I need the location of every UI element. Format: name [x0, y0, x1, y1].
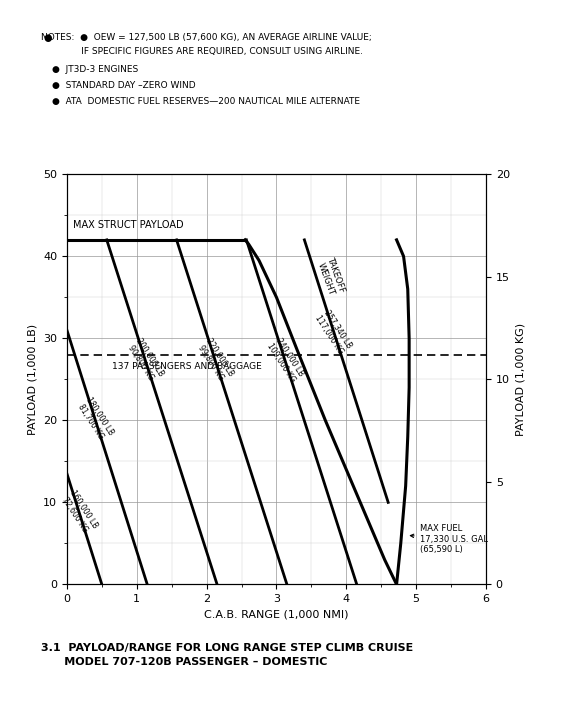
- Y-axis label: PAYLOAD (1,000 LB): PAYLOAD (1,000 LB): [27, 324, 37, 435]
- Text: ●: ●: [44, 33, 52, 43]
- Text: MAX STRUCT PAYLOAD: MAX STRUCT PAYLOAD: [73, 219, 183, 229]
- Text: MODEL 707-120B PASSENGER – DOMESTIC: MODEL 707-120B PASSENGER – DOMESTIC: [41, 657, 327, 667]
- Text: MAX FUEL
17,330 U.S. GAL
(65,590 L): MAX FUEL 17,330 U.S. GAL (65,590 L): [410, 524, 488, 554]
- Text: 257,340 LB
117,000 KG: 257,340 LB 117,000 KG: [314, 308, 354, 356]
- Text: 200,000 LB
90,800 KG: 200,000 LB 90,800 KG: [126, 337, 165, 384]
- Text: ●  ATA  DOMESTIC FUEL RESERVES—200 NAUTICAL MILE ALTERNATE: ● ATA DOMESTIC FUEL RESERVES—200 NAUTICA…: [52, 97, 360, 106]
- Text: TAKEOFF
WEIGHT: TAKEOFF WEIGHT: [315, 256, 346, 298]
- Text: 240,000 LB
109,000 KG: 240,000 LB 109,000 KG: [265, 336, 306, 385]
- Text: IF SPECIFIC FIGURES ARE REQUIRED, CONSULT USING AIRLINE.: IF SPECIFIC FIGURES ARE REQUIRED, CONSUL…: [41, 47, 363, 56]
- Text: 137 PASSENGERS AND BAGGAGE: 137 PASSENGERS AND BAGGAGE: [112, 362, 262, 372]
- Text: NOTES:  ●  OEW = 127,500 LB (57,600 KG), AN AVERAGE AIRLINE VALUE;: NOTES: ● OEW = 127,500 LB (57,600 KG), A…: [41, 33, 371, 41]
- Text: 220,000 LB
99,800 KG: 220,000 LB 99,800 KG: [196, 337, 235, 384]
- Text: 160,000 LB
72,600 KG: 160,000 LB 72,600 KG: [59, 489, 99, 536]
- X-axis label: C.A.B. RANGE (1,000 NMI): C.A.B. RANGE (1,000 NMI): [204, 610, 349, 620]
- Text: 180,000 LB
81,700 KG: 180,000 LB 81,700 KG: [75, 396, 115, 442]
- Text: ●  STANDARD DAY –ZERO WIND: ● STANDARD DAY –ZERO WIND: [52, 81, 196, 90]
- Text: 3.1  PAYLOAD/RANGE FOR LONG RANGE STEP CLIMB CRUISE: 3.1 PAYLOAD/RANGE FOR LONG RANGE STEP CL…: [41, 643, 413, 653]
- Y-axis label: PAYLOAD (1,000 KG): PAYLOAD (1,000 KG): [516, 323, 526, 436]
- Text: ●  JT3D-3 ENGINES: ● JT3D-3 ENGINES: [52, 65, 139, 74]
